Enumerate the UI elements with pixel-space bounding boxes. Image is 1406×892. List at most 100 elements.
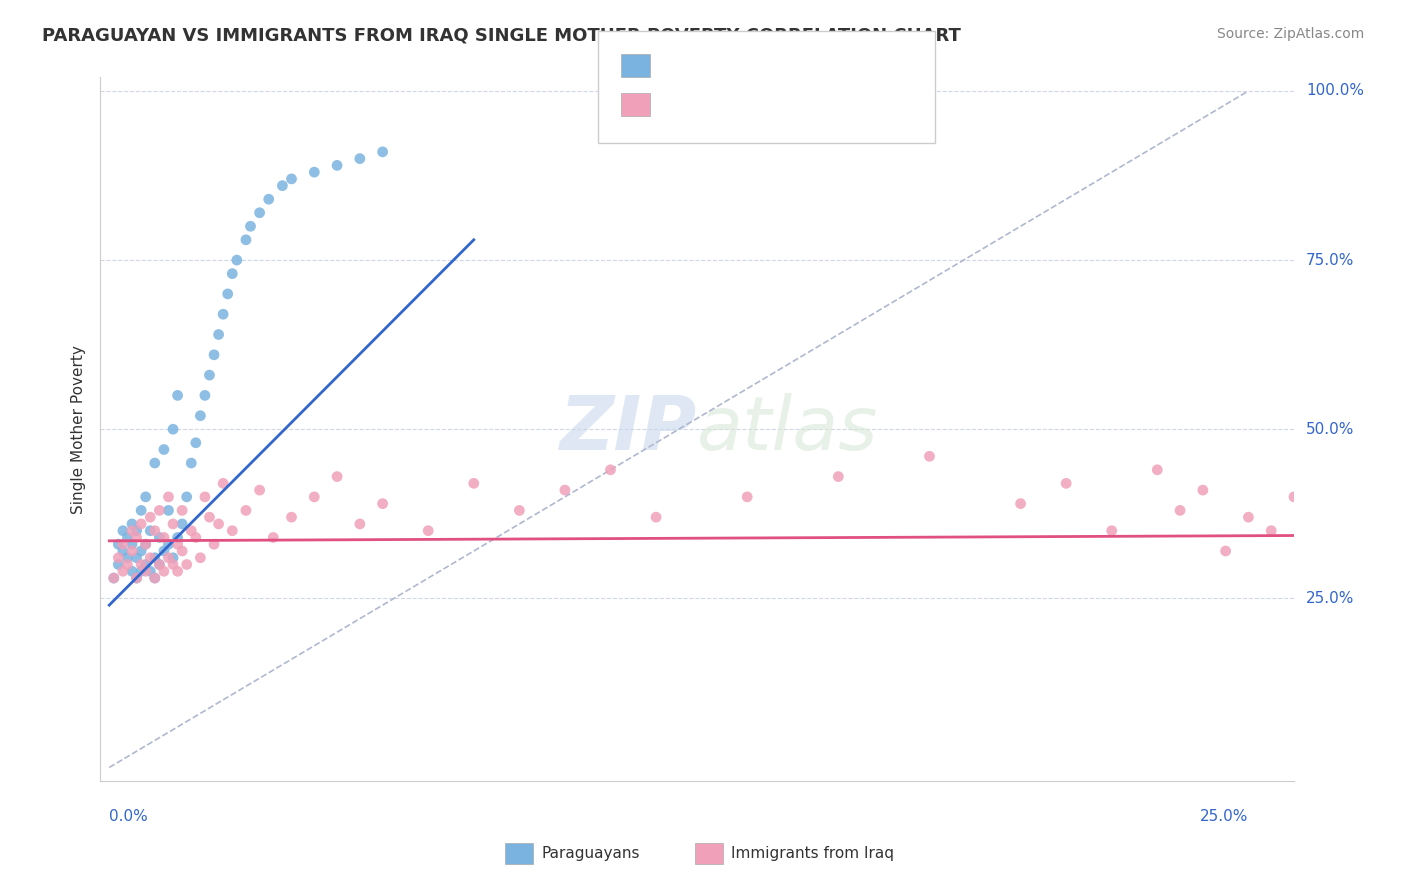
Point: [166, 537, 188, 551]
Point: [827, 469, 849, 483]
Text: 100.0%: 100.0%: [1306, 84, 1364, 98]
Point: [153, 544, 176, 558]
Point: [157, 490, 180, 504]
Point: [1168, 503, 1191, 517]
Point: [166, 531, 188, 545]
Point: [111, 544, 134, 558]
Point: [172, 516, 194, 531]
Point: [180, 524, 202, 538]
Point: [257, 192, 280, 206]
Point: [918, 450, 941, 464]
Point: [125, 531, 148, 545]
Point: [280, 510, 302, 524]
Point: [221, 524, 243, 538]
Point: [121, 537, 143, 551]
Point: [125, 571, 148, 585]
Point: [1306, 537, 1329, 551]
Point: [207, 327, 229, 342]
Point: [262, 531, 284, 545]
Point: [326, 469, 349, 483]
Point: [107, 550, 129, 565]
Point: [157, 550, 180, 565]
Point: [1396, 483, 1406, 497]
Point: [1010, 497, 1032, 511]
Text: Immigrants from Iraq: Immigrants from Iraq: [731, 847, 894, 861]
Point: [125, 524, 148, 538]
Text: 0.0%: 0.0%: [110, 809, 148, 824]
Point: [153, 564, 176, 578]
Point: [1146, 463, 1168, 477]
Point: [304, 490, 326, 504]
Point: [139, 564, 162, 578]
Point: [349, 152, 371, 166]
Point: [190, 409, 212, 423]
Point: [1192, 483, 1215, 497]
Point: [157, 537, 180, 551]
Text: Source: ZipAtlas.com: Source: ZipAtlas.com: [1216, 27, 1364, 41]
Point: [184, 435, 207, 450]
Point: [249, 483, 271, 497]
Point: [280, 172, 302, 186]
Point: [212, 476, 235, 491]
Point: [111, 537, 134, 551]
Point: [1237, 510, 1260, 524]
Point: [148, 558, 170, 572]
Point: [129, 503, 152, 517]
Point: [103, 571, 125, 585]
Point: [135, 490, 157, 504]
Point: [1215, 544, 1237, 558]
Point: [129, 516, 152, 531]
Point: [103, 571, 125, 585]
Point: [463, 476, 485, 491]
Point: [239, 219, 262, 234]
Point: [107, 558, 129, 572]
Point: [554, 483, 576, 497]
Point: [162, 558, 184, 572]
Point: [271, 178, 294, 193]
Point: [143, 550, 166, 565]
Point: [143, 571, 166, 585]
Point: [198, 510, 221, 524]
Point: [207, 516, 229, 531]
Point: [148, 531, 170, 545]
Point: [129, 544, 152, 558]
Point: [1260, 524, 1282, 538]
Point: [139, 524, 162, 538]
Point: [190, 550, 212, 565]
Text: ZIP: ZIP: [560, 392, 697, 466]
Point: [111, 564, 134, 578]
Point: [1101, 524, 1123, 538]
Point: [107, 537, 129, 551]
Point: [371, 145, 394, 159]
Point: [162, 516, 184, 531]
Point: [135, 564, 157, 578]
Text: R = 0.011   N = 79: R = 0.011 N = 79: [657, 97, 801, 112]
Point: [139, 550, 162, 565]
Point: [1351, 516, 1374, 531]
Point: [176, 558, 198, 572]
Text: 25.0%: 25.0%: [1201, 809, 1249, 824]
Point: [508, 503, 530, 517]
Text: atlas: atlas: [697, 393, 879, 466]
Point: [125, 550, 148, 565]
Point: [111, 524, 134, 538]
Point: [117, 550, 139, 565]
Point: [135, 558, 157, 572]
Point: [117, 558, 139, 572]
Point: [129, 558, 152, 572]
Point: [735, 490, 758, 504]
Point: [184, 531, 207, 545]
Point: [172, 503, 194, 517]
Point: [249, 205, 271, 219]
Text: R = 0.419   N = 57: R = 0.419 N = 57: [657, 58, 801, 72]
Point: [418, 524, 440, 538]
Point: [172, 544, 194, 558]
Point: [176, 490, 198, 504]
Point: [304, 165, 326, 179]
Point: [121, 516, 143, 531]
Point: [143, 571, 166, 585]
Point: [1054, 476, 1077, 491]
Point: [198, 368, 221, 383]
Point: [1374, 503, 1396, 517]
Point: [180, 456, 202, 470]
